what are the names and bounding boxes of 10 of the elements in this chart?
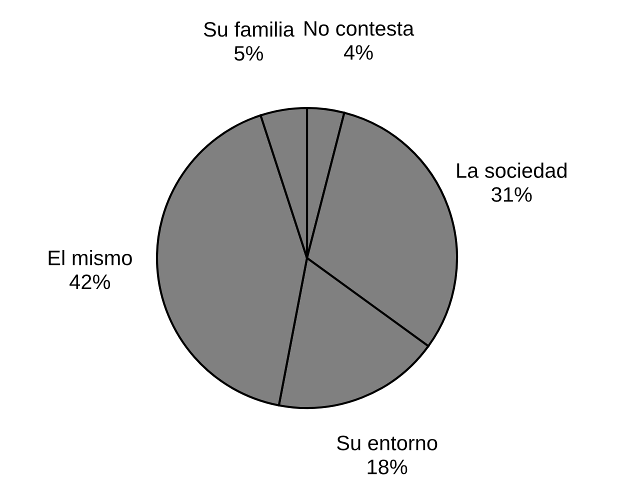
slice-label: El mismo [48,250,132,266]
data-label: 5% [234,46,264,61]
data-label: 4% [344,45,373,60]
slice-label: La sociedad [457,162,566,178]
data-label: 42% [70,274,110,290]
slice-label: No contesta [304,21,414,36]
slice-label: Su entorno [337,436,438,450]
data-label: 31% [492,187,532,202]
data-label: 18% [368,460,408,474]
slice-label: Su familia [204,21,294,37]
